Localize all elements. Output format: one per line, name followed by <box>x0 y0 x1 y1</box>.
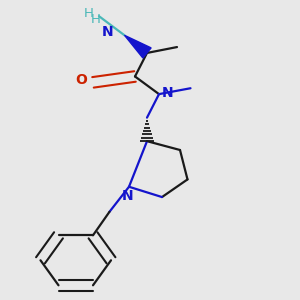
Text: O: O <box>76 73 88 87</box>
Text: N: N <box>102 26 114 39</box>
Text: N: N <box>162 85 173 100</box>
Text: N: N <box>122 189 133 202</box>
Polygon shape <box>124 35 151 58</box>
Text: H: H <box>84 7 93 20</box>
Text: H: H <box>91 13 101 26</box>
